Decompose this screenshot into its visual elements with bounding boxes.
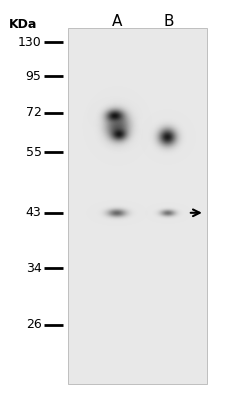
Text: 95: 95 xyxy=(26,70,42,82)
Text: 130: 130 xyxy=(18,36,42,48)
Text: 43: 43 xyxy=(26,206,42,219)
FancyBboxPatch shape xyxy=(68,28,207,384)
Text: 26: 26 xyxy=(26,318,42,331)
Text: 34: 34 xyxy=(26,262,42,274)
Text: 72: 72 xyxy=(26,106,42,119)
Text: 55: 55 xyxy=(26,146,42,158)
Text: B: B xyxy=(164,14,174,29)
Text: KDa: KDa xyxy=(9,18,37,31)
Text: A: A xyxy=(112,14,122,29)
